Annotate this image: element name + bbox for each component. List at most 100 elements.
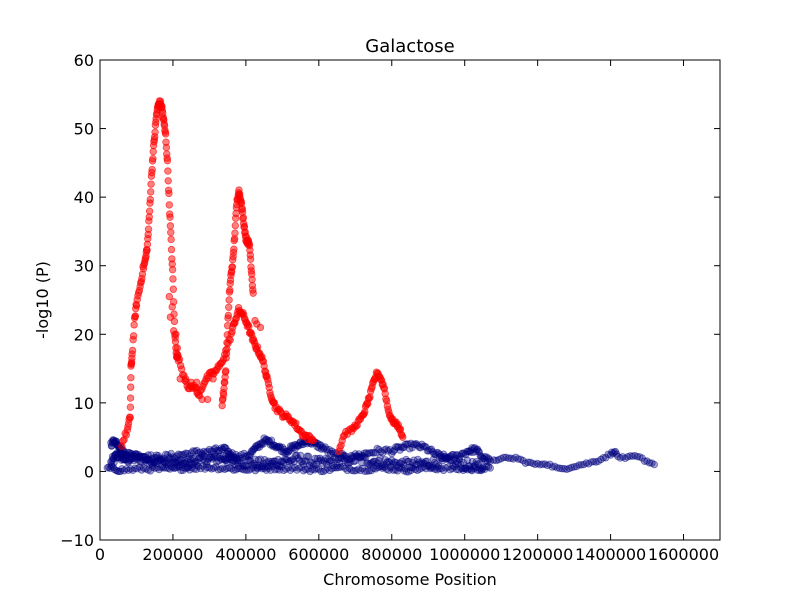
data-point-red: [126, 413, 134, 422]
y-tick-label: 50: [74, 120, 94, 139]
data-point-red: [127, 374, 135, 382]
data-point-blue: [129, 466, 137, 474]
y-tick-label: 10: [74, 394, 94, 413]
data-point-blue: [304, 452, 313, 460]
data-point-red: [203, 395, 212, 404]
data-point-red: [127, 383, 135, 391]
data-point-red: [173, 344, 182, 352]
y-tick-label: 20: [74, 325, 94, 344]
data-point-red: [309, 436, 318, 445]
y-tick-label: 60: [74, 51, 94, 70]
plot-frame: [99, 59, 721, 541]
y-tick-label: 0: [84, 462, 94, 481]
ticks-layer: 0 200000 400000 600000 800000 1000000 1200000 1…: [60, 51, 720, 564]
data-point-red: [166, 313, 175, 321]
data-point-red: [262, 371, 270, 380]
data-point-blue: [317, 467, 325, 476]
data-point-red: [146, 195, 155, 204]
data-point-red: [165, 201, 173, 209]
data-point-red: [128, 346, 137, 355]
data-point-red: [171, 337, 180, 346]
data-point-red: [129, 332, 138, 340]
data-point-red: [182, 375, 190, 383]
data-point-red: [130, 321, 138, 329]
data-point-red: [222, 367, 230, 375]
x-tick-label: 800000: [361, 545, 422, 564]
data-point-red: [231, 229, 239, 237]
data-point-red: [161, 130, 170, 138]
data-point-red: [399, 433, 407, 441]
data-point-red: [228, 263, 237, 271]
x-tick-label: 1600000: [648, 545, 719, 564]
data-point-red: [225, 303, 233, 312]
data-point-red: [248, 275, 256, 284]
data-point-red: [165, 292, 173, 301]
data-point-blue: [242, 466, 251, 474]
data-point-red: [246, 255, 255, 263]
data-point-red: [167, 235, 175, 244]
data-point-red: [166, 213, 174, 221]
data-point-red: [149, 154, 157, 163]
data-point-red: [169, 275, 177, 283]
y-axis-label: -log10 (P): [33, 261, 52, 339]
data-point-red: [245, 322, 253, 331]
data-point-blue: [396, 464, 404, 472]
data-point-red: [166, 222, 175, 230]
data-point-red: [226, 286, 234, 294]
data-point-red: [256, 323, 265, 332]
data-point-red: [162, 143, 171, 152]
data-point-red: [225, 296, 233, 304]
data-point-red: [167, 228, 175, 237]
data-point-blue: [146, 467, 155, 475]
data-point-red: [167, 245, 176, 254]
data-point-red: [231, 221, 240, 230]
data-point-red: [239, 213, 248, 222]
data-point-red: [151, 128, 159, 136]
x-axis-label: Chromosome Position: [323, 570, 497, 589]
x-tick-label: 1200000: [502, 545, 573, 564]
y-tick-label: 30: [74, 257, 94, 276]
data-point-red: [163, 156, 172, 165]
data-point-blue: [177, 466, 185, 475]
data-point-red: [126, 394, 135, 402]
points-layer: [103, 97, 659, 476]
x-tick-label: 400000: [215, 545, 276, 564]
data-point-red: [147, 180, 155, 188]
data-point-red: [164, 177, 172, 185]
data-point-red: [175, 355, 184, 364]
data-point-red: [223, 321, 232, 330]
y-tick-label: −10: [60, 531, 94, 550]
data-point-blue: [365, 467, 373, 475]
data-point-red: [146, 188, 155, 196]
data-point-red: [192, 378, 201, 386]
data-point-red: [168, 303, 176, 311]
data-point-blue: [367, 466, 376, 475]
data-point-red: [209, 375, 217, 383]
data-point-red: [222, 349, 231, 358]
x-tick-label: 600000: [288, 545, 349, 564]
data-point-red: [230, 245, 238, 253]
y-tick-label: 40: [74, 188, 94, 207]
x-tick-label: 200000: [142, 545, 203, 564]
x-tick-label: 1000000: [429, 545, 500, 564]
data-point-red: [145, 207, 154, 215]
x-tick-label: 1400000: [575, 545, 646, 564]
chart-title: Galactose: [365, 36, 454, 57]
data-point-red: [149, 147, 157, 156]
data-point-blue: [402, 468, 411, 476]
data-point-red: [223, 331, 231, 339]
data-point-red: [169, 285, 178, 293]
data-point-red: [224, 311, 233, 320]
data-point-red: [172, 330, 180, 338]
data-point-blue: [486, 464, 494, 472]
data-point-red: [131, 312, 140, 320]
data-point-red: [144, 225, 153, 233]
data-point-red: [126, 403, 135, 411]
x-tick-label: 0: [95, 545, 105, 564]
data-point-red: [249, 289, 257, 297]
data-point-red: [148, 165, 156, 174]
data-point-red: [164, 167, 172, 175]
data-point-blue: [650, 460, 659, 469]
